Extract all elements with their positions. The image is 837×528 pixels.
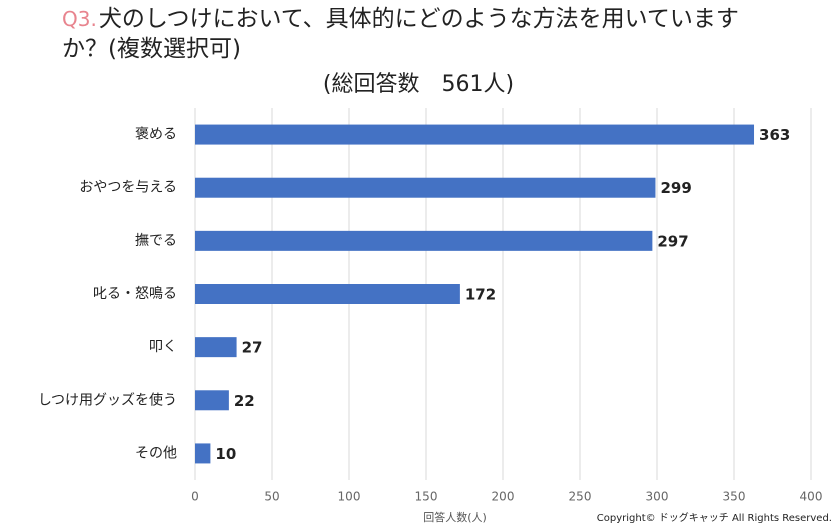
x-tick-label: 50	[264, 490, 279, 504]
bar	[195, 284, 460, 304]
x-tick-label: 0	[191, 490, 199, 504]
x-tick-label: 250	[569, 490, 592, 504]
y-tick-label: おやつを与える	[79, 180, 177, 196]
title-text: 犬のしつけにおいて、具体的にどのような方法を用いていますか？(複数選択可)	[62, 6, 739, 62]
chart-title: Q3.犬のしつけにおいて、具体的にどのような方法を用いていますか？(複数選択可)	[62, 4, 752, 64]
y-tick-label: 叩く	[149, 339, 177, 355]
bar	[195, 177, 656, 198]
x-tick-label: 150	[415, 490, 438, 504]
bar	[195, 443, 211, 464]
y-tick-label: しつけ用グッズを使う	[38, 391, 177, 408]
value-label: 363	[759, 126, 790, 144]
value-label: 27	[242, 339, 263, 357]
value-label: 10	[215, 445, 236, 463]
x-tick-label: 350	[723, 490, 746, 504]
title-prefix: Q3.	[62, 7, 97, 31]
y-tick-label: その他	[135, 445, 177, 461]
y-tick-label: 叱る・怒鳴る	[93, 286, 177, 302]
x-tick-label: 100	[338, 490, 361, 504]
value-label: 172	[465, 286, 496, 304]
y-tick-label: 褒める	[135, 127, 177, 143]
x-tick-label: 300	[646, 490, 669, 504]
bar	[195, 337, 237, 358]
y-tick-label: 撫でる	[135, 233, 177, 249]
footer: Copyright© ドッグキャッチ All Rights Reserved.	[597, 511, 832, 524]
bar	[195, 390, 229, 411]
value-label: 299	[660, 179, 691, 197]
x-tick-label: 200	[492, 490, 515, 504]
x-tick-label: 400	[800, 490, 823, 504]
x-axis-label: 回答人数(人)	[423, 510, 487, 524]
bar	[195, 124, 755, 145]
chart-subtitle: (総回答数 561人)	[322, 72, 515, 97]
bar	[195, 230, 653, 251]
value-label: 22	[234, 392, 255, 410]
value-label: 297	[657, 232, 688, 250]
